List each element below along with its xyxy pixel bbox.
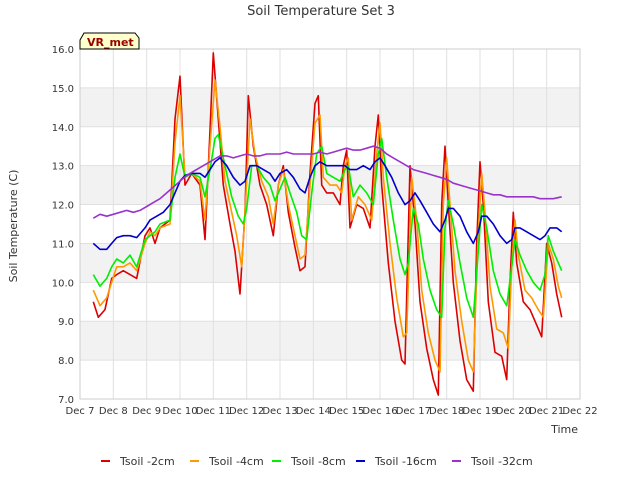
- x-tick-label: Dec 22: [562, 406, 597, 417]
- y-axis-label: Soil Temperature (C): [7, 170, 20, 283]
- x-tick-label: Dec 12: [229, 406, 264, 417]
- series-line-tsoil4cm: [92, 79, 563, 373]
- x-tick-label: Dec 9: [132, 406, 161, 417]
- series-lines: [92, 52, 563, 396]
- y-tick-label: 8.0: [58, 356, 74, 367]
- y-tick-label: 12.0: [52, 201, 74, 212]
- x-tick-label: Dec 18: [429, 406, 464, 417]
- series-line-tsoil32cm: [92, 145, 562, 219]
- x-tick-label: Dec 17: [396, 406, 431, 417]
- y-tick-label: 11.0: [52, 239, 74, 250]
- x-tick-label: Dec 16: [362, 406, 397, 417]
- y-tick-label: 16.0: [52, 45, 74, 56]
- x-tick-label: Dec 14: [296, 406, 331, 417]
- x-tick-label: Dec 8: [99, 406, 128, 417]
- y-tick-label: 10.0: [52, 278, 74, 289]
- legend-label: Tsoil -4cm: [208, 455, 264, 468]
- y-tick-label: 13.0: [52, 162, 74, 173]
- series-line-tsoil8cm: [92, 133, 563, 319]
- legend-label: Tsoil -32cm: [470, 455, 533, 468]
- y-axis-ticks: 7.0 8.0 9.0 10.0 11.0 12.0 13.0 14.0 15.0 16.0: [52, 45, 74, 406]
- vr-met-badge-label: VR_met: [87, 36, 134, 49]
- x-tick-label: Dec 21: [529, 406, 564, 417]
- x-tick-label: Dec 19: [462, 406, 497, 417]
- legend-label: Tsoil -2cm: [119, 455, 175, 468]
- y-tick-label: 9.0: [58, 317, 74, 328]
- legend-label: Tsoil -16cm: [374, 455, 437, 468]
- chart-title: Soil Temperature Set 3: [247, 4, 395, 19]
- plot-band: [80, 87, 580, 127]
- plot-frame: [79, 48, 581, 400]
- y-tick-label: 15.0: [52, 84, 74, 95]
- x-tick-label: Dec 20: [496, 406, 531, 417]
- x-tick-label: Dec 15: [329, 406, 364, 417]
- legend-label: Tsoil -8cm: [290, 455, 346, 468]
- y-tick-label: 14.0: [52, 123, 74, 134]
- y-tick-label: 7.0: [58, 395, 74, 406]
- x-tick-label: Dec 10: [162, 406, 197, 417]
- x-tick-label: Dec 13: [262, 406, 297, 417]
- legend: Tsoil -2cm Tsoil -4cm Tsoil -8cm Tsoil -16c…: [101, 455, 533, 468]
- x-tick-label: Dec 11: [196, 406, 231, 417]
- x-axis-label: Time: [550, 423, 578, 436]
- x-tick-label: Dec 7: [66, 406, 95, 417]
- series-line-tsoil16cm: [92, 157, 563, 251]
- plot-band: [80, 243, 580, 283]
- vr-met-badge: VR_met: [79, 32, 140, 50]
